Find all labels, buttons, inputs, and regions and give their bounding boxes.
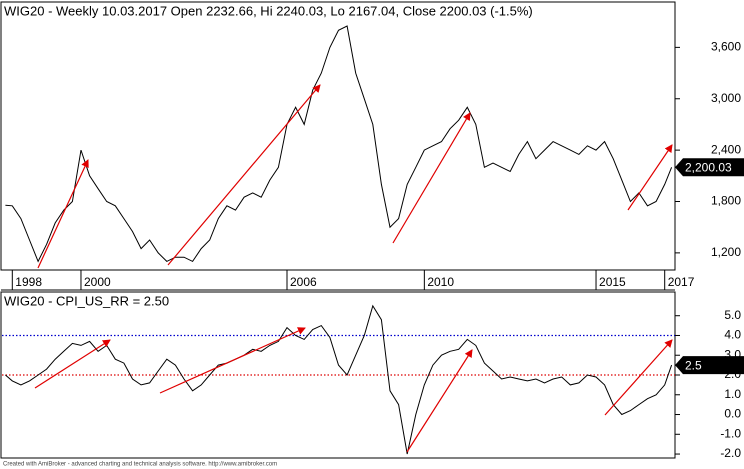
x-tick-label: 2000 <box>84 275 111 289</box>
trend-arrow <box>604 339 673 416</box>
y-tick-label: 2,400 <box>711 142 741 156</box>
y-tick-label: 0.0 <box>724 407 741 421</box>
trend-arrow <box>34 339 111 389</box>
x-tick-label: 2010 <box>427 275 454 289</box>
x-tick-label: 2017 <box>668 275 695 289</box>
trend-arrow <box>167 84 321 266</box>
arrows <box>34 84 673 453</box>
trend-arrow <box>627 144 673 211</box>
plot-frame <box>0 1 676 271</box>
panel-title: WIG20 - Weekly 10.03.2017 Open 2232.66, … <box>4 3 533 18</box>
y-tick-label: 1,800 <box>711 194 741 208</box>
y-tick-label: 4.0 <box>724 328 741 342</box>
x-tick-label: 2006 <box>290 275 317 289</box>
trend-arrow <box>159 327 306 394</box>
x-tick-label: 2015 <box>599 275 626 289</box>
panel-title: WIG20 - CPI_US_RR = 2.50 <box>4 293 169 308</box>
y-tick-label: 5.0 <box>724 308 741 322</box>
price-line <box>5 25 673 263</box>
trend-arrow <box>37 159 89 269</box>
y-tick-label: 1,200 <box>711 245 741 259</box>
x-tick-label: 1998 <box>15 275 42 289</box>
last-value-label: 2,200.03 <box>685 160 732 174</box>
y-tick-label: 3,000 <box>711 91 741 105</box>
y-tick-label: -2.0 <box>720 446 741 460</box>
last-value-tag <box>675 158 744 177</box>
last-value-label: 2.5 <box>685 358 702 372</box>
y-tick-label: 3,600 <box>711 40 741 54</box>
trend-arrow <box>406 349 473 453</box>
price-line <box>5 304 673 455</box>
y-tick-label: -1.0 <box>720 426 741 440</box>
trend-arrow <box>392 112 471 244</box>
last-value-tag <box>675 356 744 375</box>
footer: Created with AmiBroker - advanced charti… <box>3 462 277 468</box>
y-tick-label: 1.0 <box>724 387 741 401</box>
